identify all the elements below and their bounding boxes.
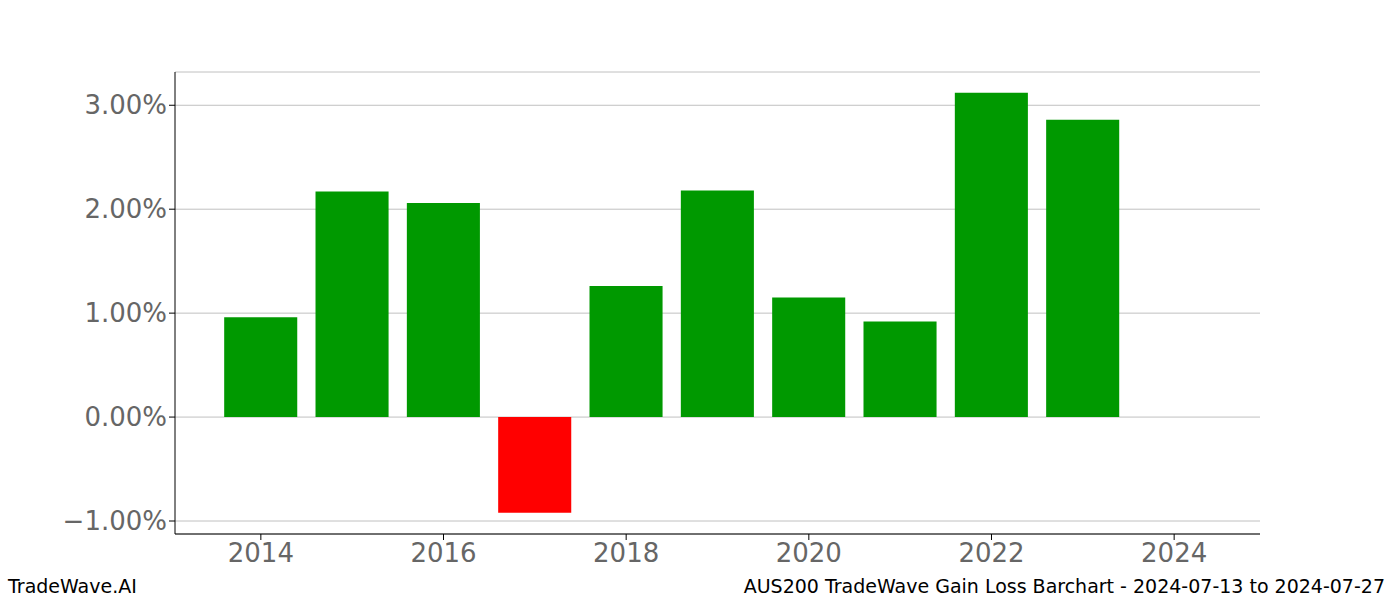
svg-text:1.00%: 1.00% bbox=[84, 298, 167, 328]
svg-text:2018: 2018 bbox=[593, 538, 659, 568]
svg-text:2020: 2020 bbox=[776, 538, 842, 568]
svg-text:2016: 2016 bbox=[410, 538, 476, 568]
svg-text:−1.00%: −1.00% bbox=[63, 506, 167, 536]
svg-text:2024: 2024 bbox=[1141, 538, 1207, 568]
html-text:TradeWave.AI: TradeWave.AI bbox=[8, 575, 137, 597]
svg-text:2022: 2022 bbox=[958, 538, 1024, 568]
svg-text:3.00%: 3.00% bbox=[84, 90, 167, 120]
svg-text:0.00%: 0.00% bbox=[84, 402, 167, 432]
svg-text:2014: 2014 bbox=[228, 538, 294, 568]
html-text:AUS200 TradeWave Gain Loss Bar: AUS200 TradeWave Gain Loss Barchart - 20… bbox=[743, 575, 1385, 597]
svg-text:2.00%: 2.00% bbox=[84, 194, 167, 224]
